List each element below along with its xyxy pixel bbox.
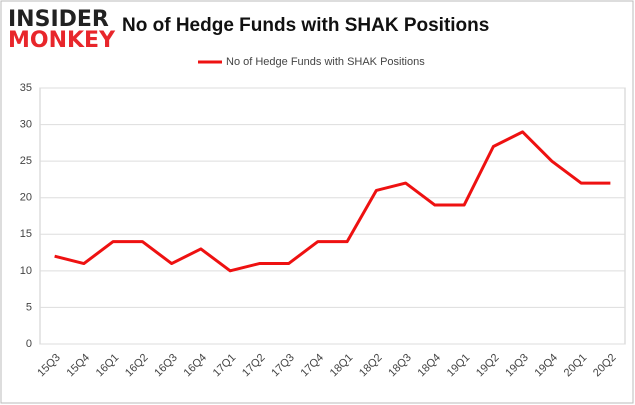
x-tick-label: 18Q3	[386, 352, 414, 380]
x-tick-label: 15Q3	[35, 352, 63, 380]
y-tick-label: 30	[20, 118, 32, 130]
x-tick-label: 20Q2	[591, 352, 619, 380]
chart-title: No of Hedge Funds with SHAK Positions	[122, 15, 489, 36]
x-tick-label: 16Q4	[182, 352, 210, 380]
logo-top: INSIDER	[8, 7, 109, 32]
x-tick-label: 17Q3	[269, 352, 297, 380]
x-tick-label: 15Q4	[65, 352, 93, 380]
x-tick-label: 20Q1	[562, 352, 590, 380]
y-tick-label: 5	[26, 301, 32, 313]
x-tick-label: 18Q4	[416, 352, 444, 380]
x-tick-label: 19Q4	[533, 352, 561, 380]
y-tick-label: 10	[20, 265, 32, 277]
x-tick-label: 16Q3	[152, 352, 180, 380]
x-tick-label: 16Q2	[123, 352, 151, 380]
x-tick-label: 19Q3	[503, 352, 531, 380]
x-tick-label: 18Q1	[328, 352, 356, 380]
y-tick-label: 15	[20, 228, 32, 240]
x-tick-label: 17Q1	[211, 352, 239, 380]
y-tick-label: 35	[20, 82, 32, 94]
plot-border	[39, 87, 626, 345]
y-tick-label: 25	[20, 155, 32, 167]
x-tick-label: 18Q2	[357, 352, 385, 380]
series-line	[54, 130, 611, 273]
legend-label: No of Hedge Funds with SHAK Positions	[226, 56, 425, 68]
x-tick-label: 16Q1	[94, 352, 122, 380]
x-tick-label: 19Q1	[445, 352, 473, 380]
x-tick-label: 19Q2	[474, 352, 502, 380]
logo-bottom: MONKEY	[8, 28, 116, 53]
y-tick-label: 0	[26, 338, 32, 350]
y-tick-label: 20	[20, 192, 32, 204]
x-tick-label: 17Q2	[240, 352, 268, 380]
x-tick-label: 17Q4	[299, 352, 327, 380]
